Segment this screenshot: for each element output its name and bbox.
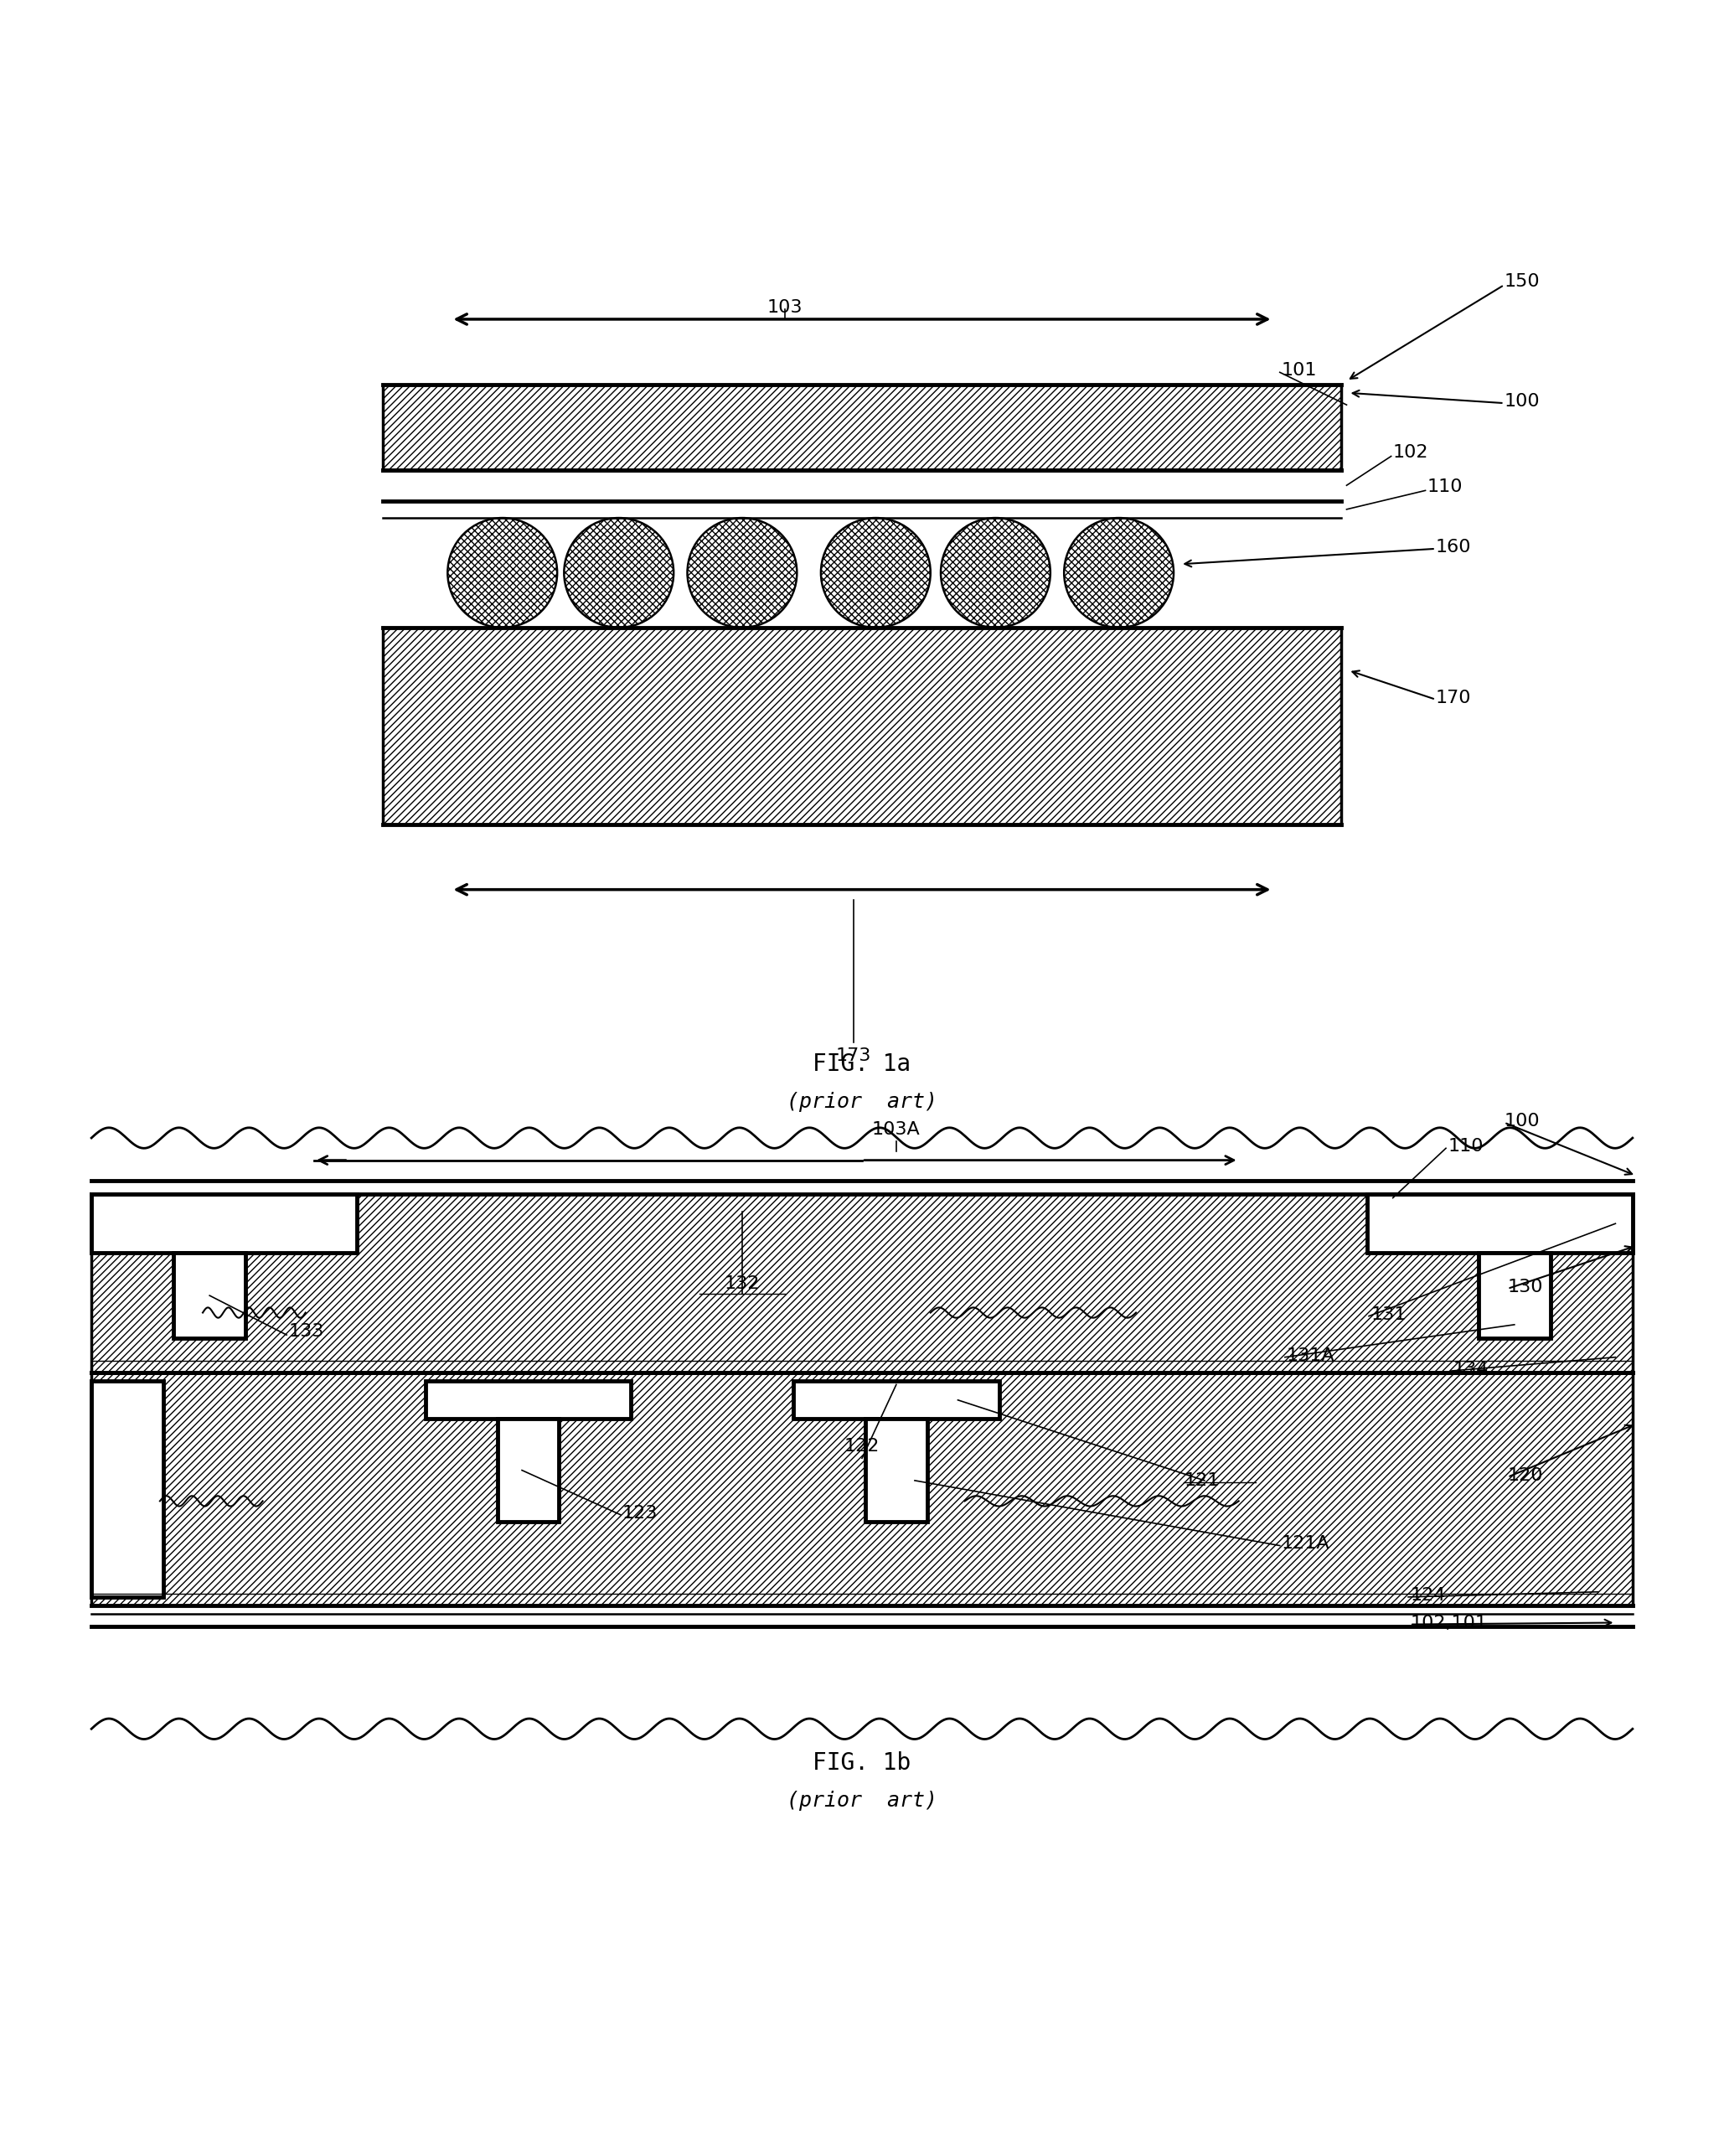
Text: 131A: 131A xyxy=(1286,1348,1334,1365)
Bar xyxy=(1479,1253,1550,1339)
Circle shape xyxy=(1064,517,1174,627)
Text: 110: 110 xyxy=(1448,1138,1483,1156)
Text: 101: 101 xyxy=(1281,362,1317,379)
Bar xyxy=(174,1253,245,1339)
Text: FIG. 1b: FIG. 1b xyxy=(814,1751,910,1774)
Text: 130: 130 xyxy=(1507,1279,1543,1296)
Text: 123: 123 xyxy=(622,1505,659,1522)
Circle shape xyxy=(821,517,931,627)
Text: 100: 100 xyxy=(1503,1112,1540,1130)
Text: 120: 120 xyxy=(1507,1466,1543,1483)
Bar xyxy=(865,1419,928,1522)
Text: 103: 103 xyxy=(767,300,803,315)
Bar xyxy=(91,1373,1633,1606)
Bar xyxy=(383,384,1341,470)
Text: 160: 160 xyxy=(1436,539,1471,556)
Text: 132: 132 xyxy=(724,1276,760,1291)
Circle shape xyxy=(564,517,674,627)
Text: 121A: 121A xyxy=(1281,1535,1329,1552)
Text: 103A: 103A xyxy=(872,1121,921,1138)
Text: 110: 110 xyxy=(1427,479,1462,496)
Text: 170: 170 xyxy=(1436,690,1471,707)
Text: 133: 133 xyxy=(288,1324,324,1339)
Text: FIG. 1a: FIG. 1a xyxy=(814,1052,910,1076)
Text: (prior  art): (prior art) xyxy=(786,1091,938,1112)
Bar xyxy=(383,627,1341,824)
Text: 102: 102 xyxy=(1393,444,1429,461)
Text: 100: 100 xyxy=(1503,392,1540,410)
Circle shape xyxy=(448,517,557,627)
Text: 122: 122 xyxy=(845,1438,879,1455)
Text: 134: 134 xyxy=(1453,1360,1488,1378)
Bar xyxy=(497,1419,559,1522)
Bar xyxy=(1367,1194,1633,1253)
Text: 150: 150 xyxy=(1503,274,1540,289)
Bar xyxy=(91,1382,164,1598)
Circle shape xyxy=(941,517,1050,627)
Text: 121: 121 xyxy=(1184,1473,1219,1490)
Text: 102,101: 102,101 xyxy=(1410,1615,1488,1632)
Bar xyxy=(426,1382,631,1419)
Bar xyxy=(793,1382,998,1419)
Bar xyxy=(91,1194,357,1253)
Bar xyxy=(91,1194,1633,1373)
Circle shape xyxy=(688,517,796,627)
Text: (prior  art): (prior art) xyxy=(786,1792,938,1811)
Text: 131: 131 xyxy=(1371,1307,1407,1324)
Text: 124: 124 xyxy=(1410,1587,1445,1604)
Text: 173: 173 xyxy=(836,1048,871,1063)
